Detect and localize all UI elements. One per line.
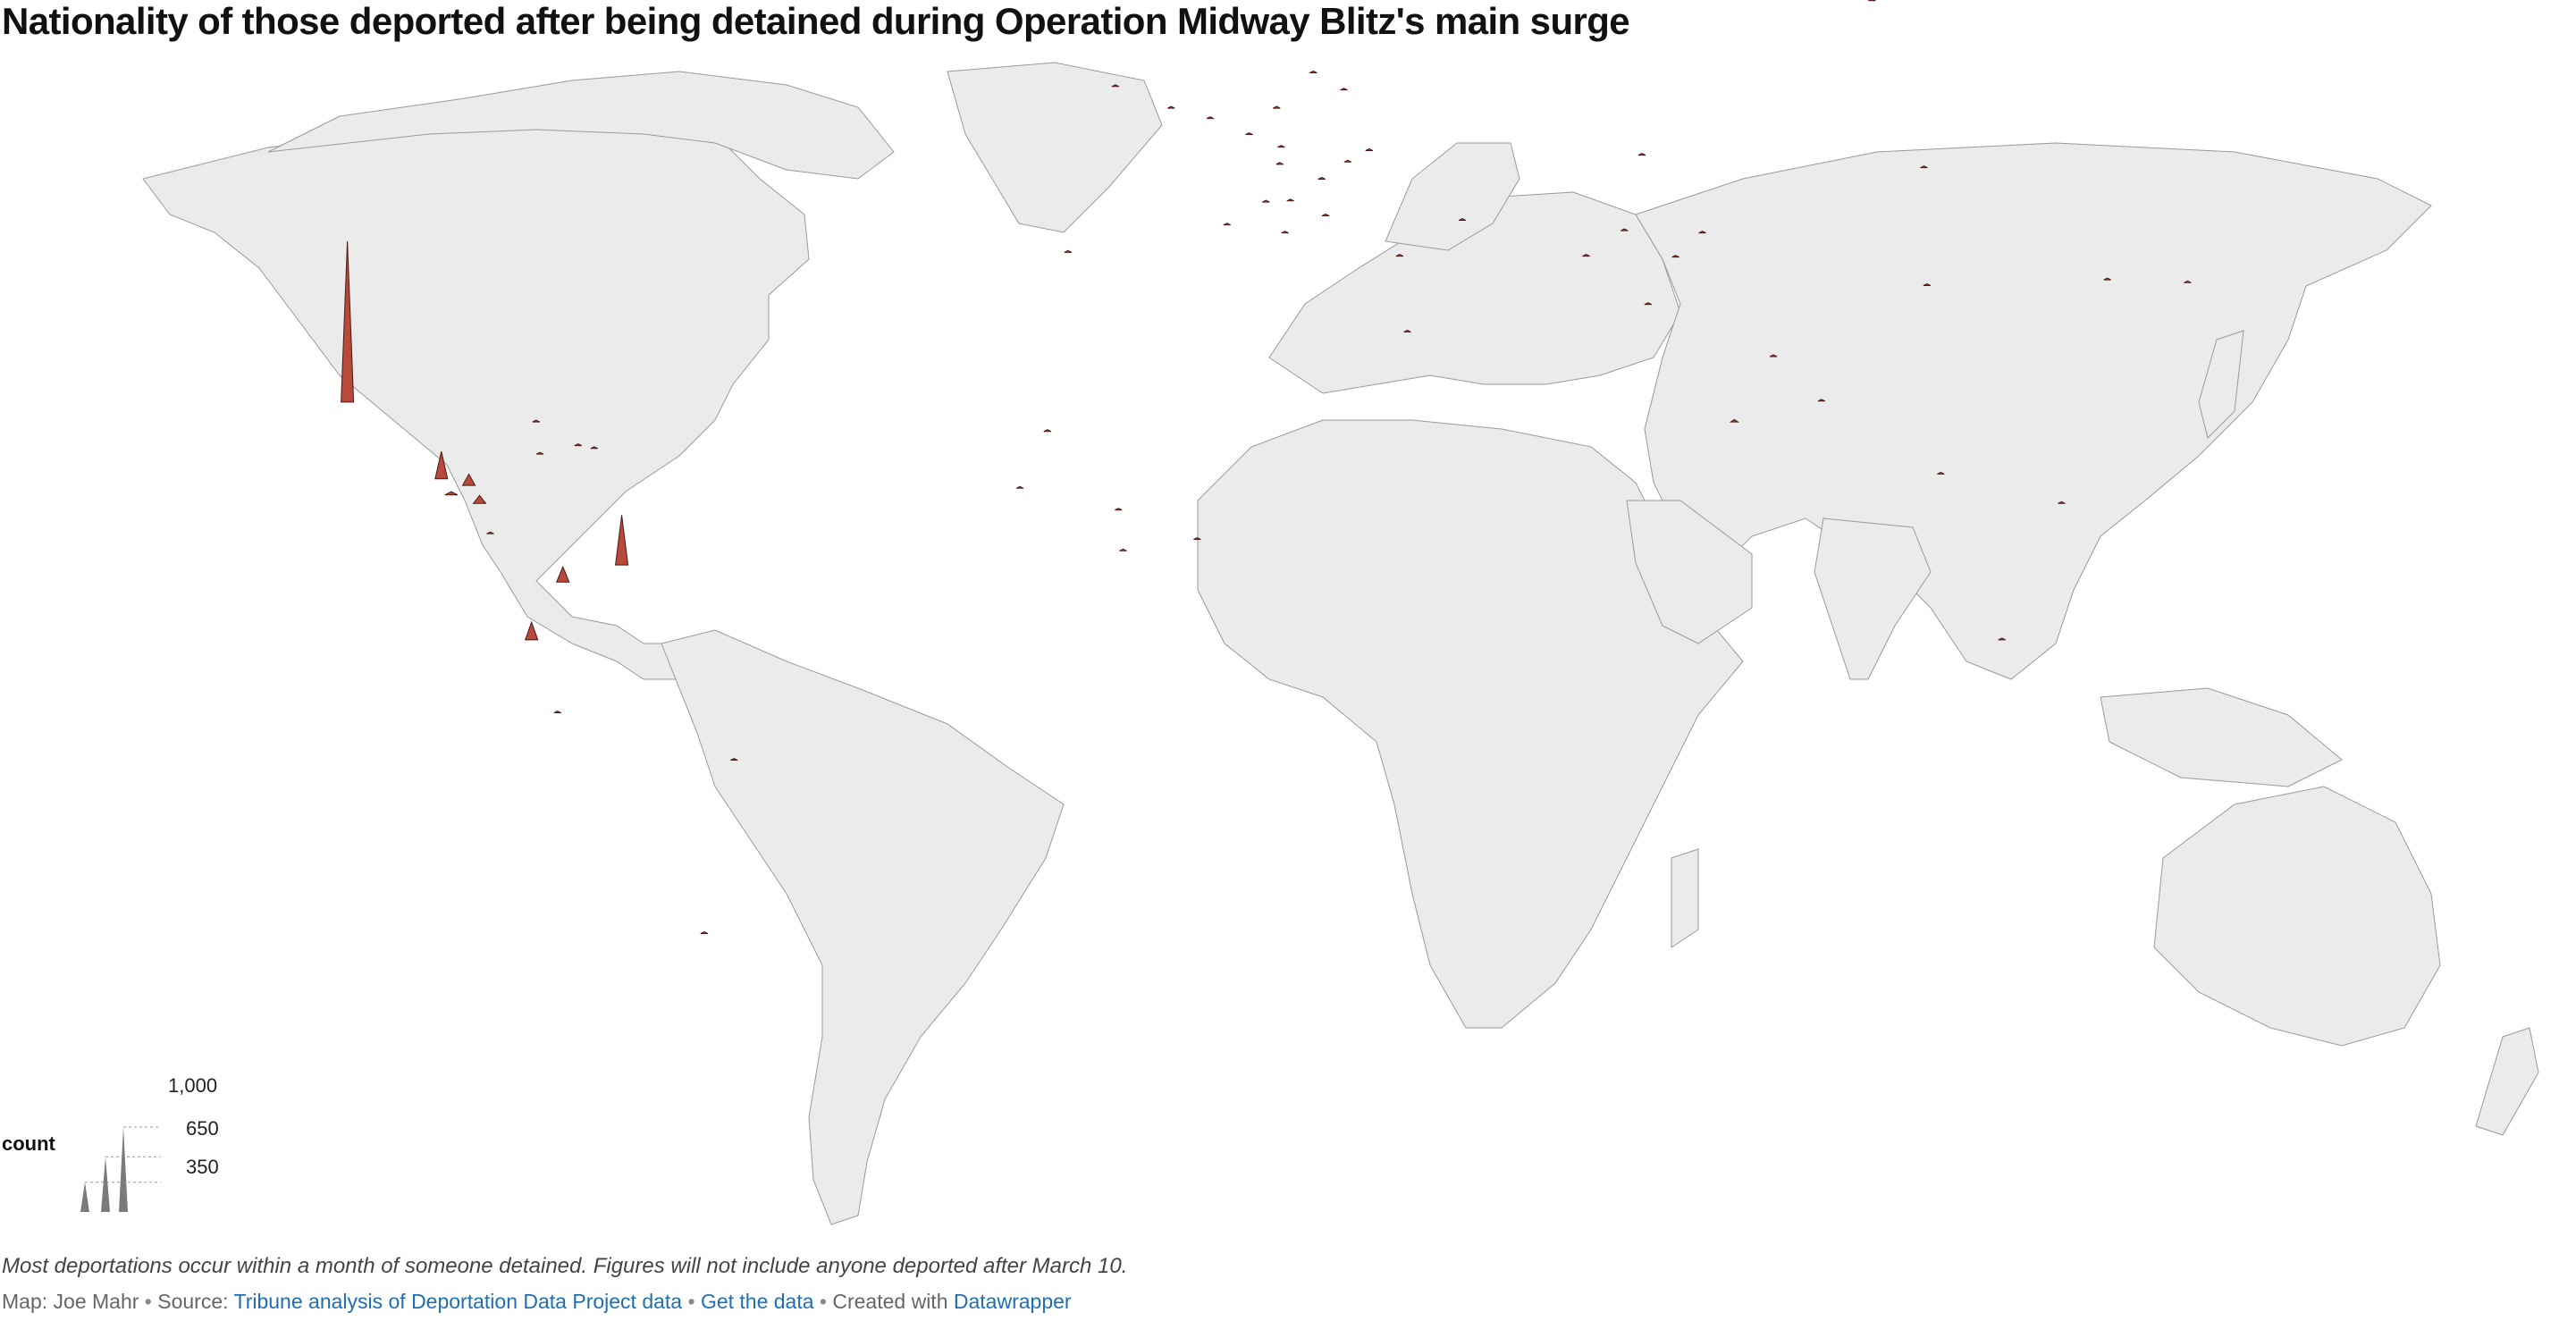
byline-separator: • xyxy=(687,1290,695,1313)
spike-el-salvador[interactable]: El Salvador xyxy=(444,491,459,496)
landmass xyxy=(2100,687,2343,787)
spike-bulgaria[interactable]: Bulgaria xyxy=(1321,213,1330,216)
legend: count 1,000 650 350 xyxy=(2,1074,219,1212)
spike-mexico[interactable]: Mexico xyxy=(341,240,355,403)
spike-united-kingdom[interactable]: United Kingdom xyxy=(1111,84,1120,88)
datawrapper-link[interactable]: Datawrapper xyxy=(953,1290,1072,1313)
spike-portugal[interactable]: Portugal xyxy=(1064,249,1073,253)
spike-germany[interactable]: Germany xyxy=(1206,116,1215,120)
legend-tick-label: 650 xyxy=(186,1117,219,1140)
spike-haiti[interactable]: Haiti xyxy=(574,443,583,447)
byline-map-credit: Map: Joe Mahr xyxy=(2,1290,139,1313)
spike-vietnam[interactable]: Vietnam xyxy=(1937,471,1945,475)
landmass xyxy=(947,62,1163,233)
spike-jordan[interactable]: Jordan xyxy=(1403,329,1411,332)
spike-belarus[interactable]: Belarus xyxy=(1340,88,1348,91)
landmass xyxy=(2198,330,2244,439)
spikes-layer: Uruguay Brazil Peru Ecuador Indonesia Colombi… xyxy=(341,0,2192,934)
get-data-link[interactable]: Get the data xyxy=(700,1290,814,1313)
spike-turkmenistan[interactable]: Turkmenistan xyxy=(1582,254,1590,257)
spike-ghana[interactable]: Ghana xyxy=(1119,548,1127,551)
legend-spike xyxy=(80,1182,89,1212)
byline-separator: • xyxy=(819,1290,827,1313)
spike-romania[interactable]: Romania xyxy=(1317,176,1326,180)
spike-brazil[interactable]: Brazil xyxy=(730,757,738,761)
byline-created-prefix: Created with xyxy=(832,1290,948,1313)
spike-lithuania[interactable]: Lithuania xyxy=(1309,70,1317,73)
spike-indonesia[interactable]: Indonesia xyxy=(1998,637,2006,641)
spike-honduras[interactable]: Honduras xyxy=(461,473,476,486)
landmass xyxy=(1197,419,1744,1029)
spike-south-korea[interactable]: South Korea xyxy=(2103,277,2111,281)
spike-uzbekistan[interactable]: Uzbekistan xyxy=(1621,228,1629,231)
spike-peru[interactable]: Peru xyxy=(553,710,561,714)
spike-nicaragua[interactable]: Nicaragua xyxy=(472,494,487,504)
spike-uruguay[interactable]: Uruguay xyxy=(700,930,709,934)
spike-moldova[interactable]: Moldova xyxy=(1343,159,1352,163)
legend-tick-label: 350 xyxy=(186,1156,219,1178)
spike-cuba[interactable]: Cuba xyxy=(532,419,541,423)
spike-mauritania[interactable]: Mauritania xyxy=(1043,429,1052,433)
spike-senegal[interactable]: Senegal xyxy=(1015,485,1024,489)
spike-venezuela[interactable]: Venezuela xyxy=(615,515,629,566)
spike-poland[interactable]: Poland xyxy=(1273,105,1281,109)
spike-slovakia[interactable]: Slovakia xyxy=(1277,145,1285,148)
spike-netherlands[interactable]: Netherlands xyxy=(1167,105,1175,109)
spike-burkina-faso[interactable]: Burkina Faso xyxy=(1115,508,1123,511)
landmass xyxy=(1385,142,1520,251)
legend-spike xyxy=(119,1127,128,1212)
spike-czechia[interactable]: Czechia xyxy=(1245,132,1253,136)
spike-bangladesh[interactable]: Bangladesh xyxy=(1817,399,1826,402)
byline: Map: Joe Mahr • Source: Tribune analysis… xyxy=(2,1290,1072,1314)
spike-albania[interactable]: Albania xyxy=(1281,231,1289,234)
spike-kyrgyzstan[interactable]: Kyrgyzstan xyxy=(1698,231,1706,234)
spike-georgia[interactable]: Georgia xyxy=(1458,218,1467,222)
legend-title: count xyxy=(2,1132,56,1155)
spike-russia[interactable]: Russia xyxy=(1868,0,1876,2)
landmass xyxy=(2153,786,2441,1047)
landmass xyxy=(142,115,810,680)
source-link[interactable]: Tribune analysis of Deportation Data Pro… xyxy=(233,1290,683,1313)
byline-source-prefix: Source: xyxy=(157,1290,229,1313)
landmass xyxy=(1635,142,2432,680)
spike-china[interactable]: China xyxy=(1923,282,1932,286)
landmass xyxy=(1814,517,1932,680)
spike-nepal[interactable]: Nepal xyxy=(1769,354,1778,358)
spike-jamaica[interactable]: Jamaica xyxy=(535,451,544,455)
spike-dominican-republic[interactable]: Dominican Republic xyxy=(590,446,599,450)
spike-nigeria[interactable]: Nigeria xyxy=(1193,536,1201,541)
spike-mongolia[interactable]: Mongolia xyxy=(1920,165,1928,169)
landmass xyxy=(267,71,895,180)
spike-ukraine[interactable]: Ukraine xyxy=(1365,147,1373,151)
landmass xyxy=(1671,848,1699,948)
spike-costa-rica[interactable]: Costa Rica xyxy=(486,531,494,534)
spike-bosnia-and-herzegovina[interactable]: Bosnia and Herzegovina xyxy=(1262,199,1270,203)
spike-ecuador[interactable]: Ecuador xyxy=(524,620,539,641)
legend-spike xyxy=(101,1157,110,1212)
spike-philippines[interactable]: Philippines xyxy=(2058,501,2066,504)
legend-tick-label: 1,000 xyxy=(168,1074,217,1097)
map-title: Nationality of those deported after bein… xyxy=(2,0,1630,42)
map-note: Most deportations occur within a month o… xyxy=(2,1254,1128,1278)
spike-tajikistan[interactable]: Tajikistan xyxy=(1671,255,1679,258)
spike-serbia[interactable]: Serbia xyxy=(1286,198,1294,202)
spike-india[interactable]: India xyxy=(1729,418,1740,423)
spike-italy[interactable]: Italy xyxy=(1223,223,1231,226)
landmass xyxy=(2475,1027,2539,1136)
spike-afghanistan[interactable]: Afghanistan xyxy=(1644,302,1653,306)
spike-turkey[interactable]: Turkey xyxy=(1395,254,1404,257)
spike-guatemala[interactable]: Guatemala xyxy=(434,450,449,480)
spike-colombia[interactable]: Colombia xyxy=(555,565,570,583)
spike-hungary[interactable]: Hungary xyxy=(1275,162,1284,165)
byline-separator: • xyxy=(144,1290,152,1313)
landmass xyxy=(661,629,1065,1225)
land-layer xyxy=(142,62,2539,1225)
spike-japan[interactable]: Japan xyxy=(2184,280,2192,283)
landmass xyxy=(1626,500,1753,644)
spike-kazakhstan[interactable]: Kazakhstan xyxy=(1637,153,1646,156)
